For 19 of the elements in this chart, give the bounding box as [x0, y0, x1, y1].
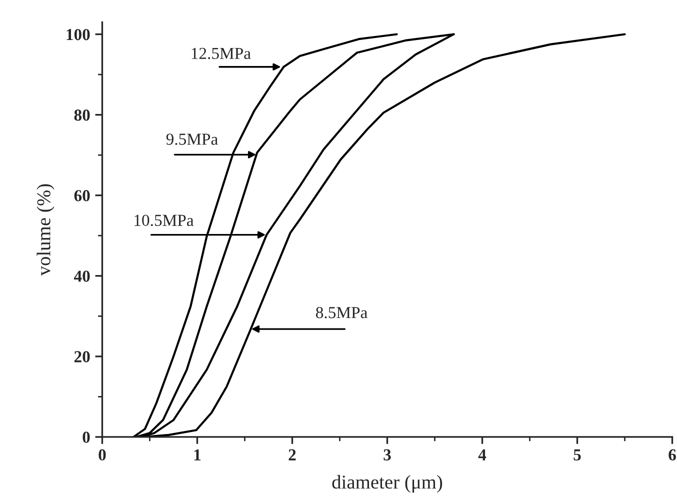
x-tick-label: 0 [98, 449, 106, 461]
y-axis-title: volume (%) [36, 184, 54, 276]
x-tick-label: 6 [668, 449, 676, 461]
x-tick-label: 1 [194, 449, 201, 460]
x-axis-title: diameter (μm) [332, 475, 442, 493]
x-tick-label: 5 [574, 449, 581, 461]
y-tick-label: 20 [74, 351, 90, 362]
annotation: 12.5MPa [192, 48, 251, 60]
x-tick-label: 3 [384, 449, 391, 461]
annotation: 9.5MPa [166, 134, 218, 145]
y-tick-label: 0 [82, 432, 90, 443]
y-tick-label: 80 [74, 110, 90, 121]
annotation: 8.5MPa [316, 306, 368, 318]
y-tick-label: 40 [74, 270, 90, 282]
x-tick-label: 2 [288, 449, 296, 460]
y-tick-label: 60 [74, 190, 90, 202]
annotation: 10.5MPa [134, 214, 194, 226]
x-tick-label: 4 [478, 449, 486, 460]
y-tick-label: 100 [66, 28, 90, 40]
